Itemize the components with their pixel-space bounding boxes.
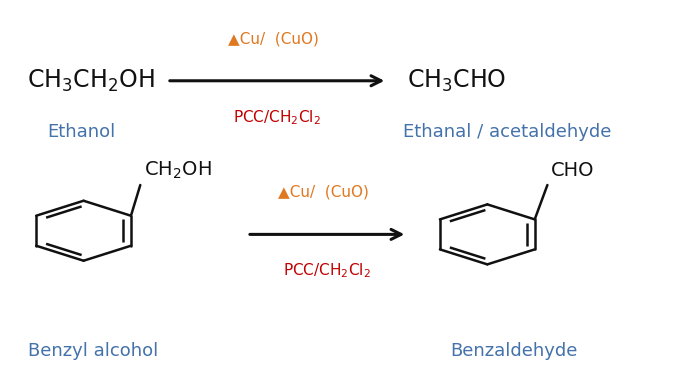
Text: CHO: CHO bbox=[551, 161, 595, 180]
Text: $\mathdefault{PCC/CH_2Cl_2}$: $\mathdefault{PCC/CH_2Cl_2}$ bbox=[233, 108, 321, 127]
Text: $\mathdefault{CH_2OH}$: $\mathdefault{CH_2OH}$ bbox=[144, 160, 211, 181]
Text: Benzyl alcohol: Benzyl alcohol bbox=[29, 343, 159, 360]
Text: $\mathdefault{PCC/CH_2Cl_2}$: $\mathdefault{PCC/CH_2Cl_2}$ bbox=[283, 262, 371, 280]
Text: Ethanol: Ethanol bbox=[47, 123, 115, 141]
Text: Benzaldehyde: Benzaldehyde bbox=[450, 343, 577, 360]
Text: Ethanal / acetaldehyde: Ethanal / acetaldehyde bbox=[403, 123, 612, 141]
Text: $\mathdefault{CH_3CHO}$: $\mathdefault{CH_3CHO}$ bbox=[407, 68, 507, 94]
Text: ▲Cu/  (CuO): ▲Cu/ (CuO) bbox=[228, 31, 319, 46]
Text: ▲Cu/  (CuO): ▲Cu/ (CuO) bbox=[279, 185, 369, 200]
Text: $\mathdefault{CH_3CH_2OH}$: $\mathdefault{CH_3CH_2OH}$ bbox=[27, 68, 155, 94]
